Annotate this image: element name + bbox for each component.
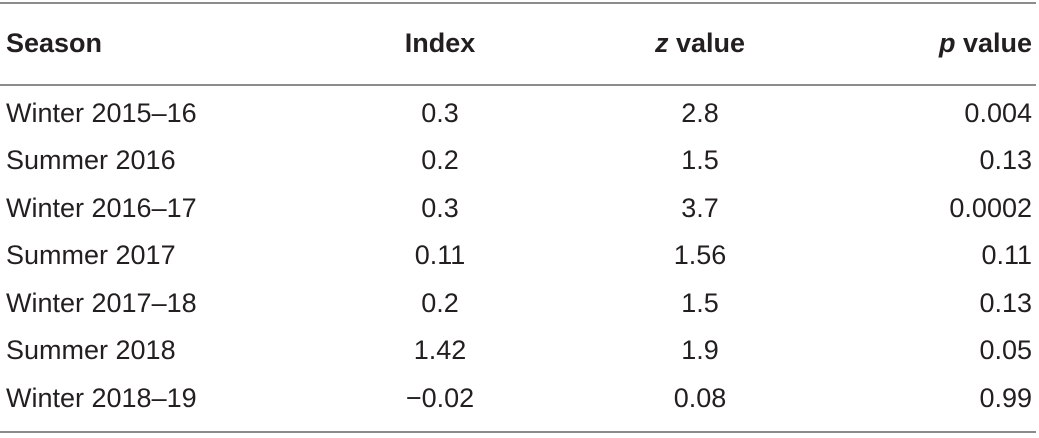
table-row: Winter 2015–16 0.3 2.8 0.004 <box>0 82 1036 137</box>
table-row: Summer 2016 0.2 1.5 0.13 <box>0 137 1036 185</box>
cell-z-value: 1.5 <box>681 145 719 176</box>
header-index: Index <box>404 27 476 58</box>
cell-index: 0.2 <box>421 287 459 318</box>
cell-index: −0.02 <box>405 382 475 413</box>
top-rule <box>0 2 1036 4</box>
cell-season: Winter 2017–18 <box>6 287 197 318</box>
table-row: Summer 2018 1.42 1.9 0.05 <box>0 327 1036 375</box>
cell-p-value: 0.13 <box>979 287 1032 318</box>
cell-p-value: 0.004 <box>964 98 1032 128</box>
header-z-label: value <box>668 27 746 58</box>
cell-z-value: 1.5 <box>681 287 719 318</box>
header-p-symbol: p <box>938 27 956 58</box>
cell-index: 0.11 <box>414 240 466 271</box>
cell-season: Summer 2018 <box>6 335 176 366</box>
table-row: Winter 2016–17 0.3 3.7 0.0002 <box>0 185 1036 233</box>
cell-season: Summer 2017 <box>6 240 176 271</box>
bottom-rule <box>0 431 1036 433</box>
cell-index: 1.42 <box>413 335 467 366</box>
cell-p-value: 0.0002 <box>949 192 1032 223</box>
header-z-value: z value <box>540 4 800 82</box>
cell-index: 0.2 <box>421 145 459 176</box>
cell-z-value: 3.7 <box>681 192 719 223</box>
cell-z-value: 1.9 <box>681 335 719 366</box>
cell-season: Winter 2016–17 <box>6 192 197 223</box>
cell-p-value: 0.13 <box>979 145 1032 176</box>
header-p-value: p value <box>800 4 1036 82</box>
cell-season: Winter 2018–19 <box>6 382 197 413</box>
cell-index: 0.3 <box>421 98 459 128</box>
table-row: Summer 2017 0.11 1.56 0.11 <box>0 232 1036 280</box>
cell-index: 0.3 <box>421 192 459 223</box>
season-table: Season Index z value p value Winter 2015… <box>0 4 1036 422</box>
cell-season: Winter 2015–16 <box>6 98 197 128</box>
cell-z-value: 1.56 <box>673 240 727 271</box>
cell-z-value: 0.08 <box>673 382 727 413</box>
cell-p-value: 0.99 <box>979 382 1032 413</box>
cell-z-value: 2.8 <box>681 98 719 128</box>
cell-p-value: 0.05 <box>979 335 1032 366</box>
header-season: Season <box>6 27 103 58</box>
table-row: Winter 2018–19 −0.02 0.08 0.99 <box>0 375 1036 423</box>
header-row: Season Index z value p value <box>0 4 1036 82</box>
cell-season: Summer 2016 <box>6 145 176 176</box>
header-rule <box>0 84 1036 86</box>
header-z-symbol: z <box>654 27 669 58</box>
header-p-label: value <box>955 27 1032 58</box>
table-row: Winter 2017–18 0.2 1.5 0.13 <box>0 280 1036 328</box>
cell-p-value: 0.11 <box>981 240 1032 271</box>
